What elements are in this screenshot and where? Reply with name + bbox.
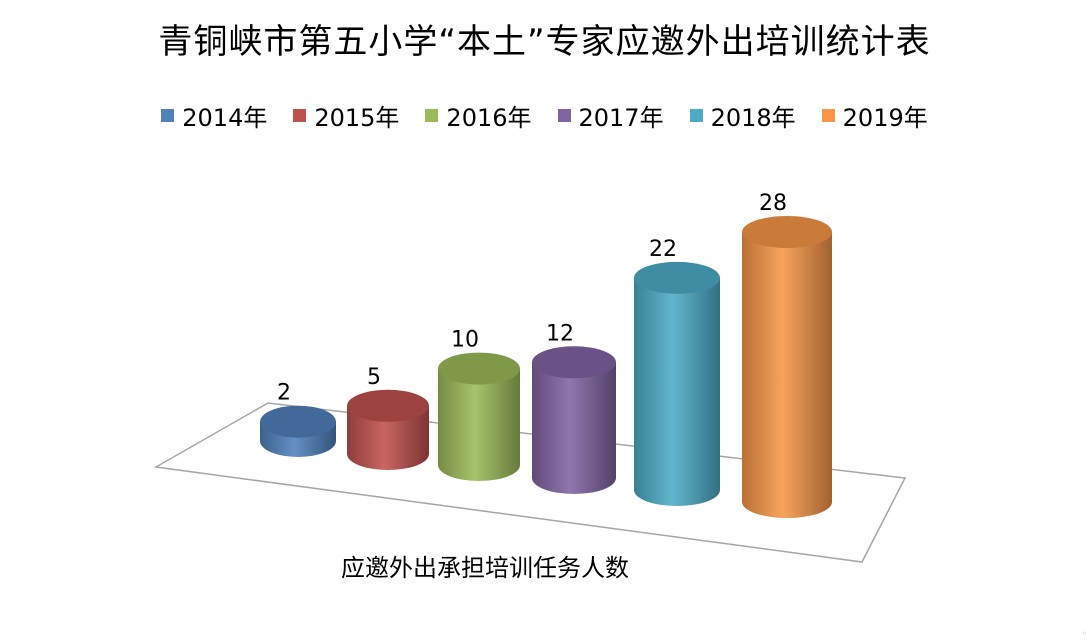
legend-item: 2018年	[689, 98, 796, 133]
data-label: 2	[277, 381, 291, 406]
legend-swatch	[425, 109, 439, 122]
chart-title: 青铜峡市第五小学“本土”专家应邀外出培训统计表	[158, 22, 931, 62]
bar-2	[347, 389, 429, 470]
legend-label: 2017年	[578, 104, 664, 132]
x-axis-label: 应邀外出承担培训任务人数	[341, 554, 629, 582]
bar-top	[634, 261, 720, 294]
bar-body	[532, 362, 616, 494]
bar-body	[634, 277, 720, 506]
bar-top	[260, 405, 336, 438]
data-label: 28	[759, 191, 787, 216]
legend-swatch	[689, 109, 703, 122]
bar-4	[532, 346, 616, 494]
bar-top	[347, 389, 429, 422]
bar-top	[438, 352, 520, 385]
legend-label: 2018年	[710, 104, 796, 132]
bar-3	[438, 352, 520, 481]
legend-label: 2019年	[842, 104, 928, 132]
legend-item: 2014年	[161, 98, 267, 133]
bar-body	[742, 232, 832, 518]
bar-5	[634, 261, 720, 506]
legend-item: 2019年	[821, 98, 928, 133]
legend-item: 2016年	[425, 98, 532, 133]
legend-label: 2014年	[182, 104, 268, 132]
legend-label: 2016年	[446, 104, 532, 132]
legend: 2014年 2015年 2016年 2017年 2018年 2019年	[0, 98, 1089, 133]
data-label: 22	[649, 237, 677, 262]
bar-6	[742, 216, 832, 518]
legend-label: 2015年	[314, 104, 400, 132]
data-label: 5	[367, 365, 381, 390]
data-label: 12	[546, 321, 574, 346]
legend-item: 2017年	[557, 98, 664, 133]
legend-item: 2015年	[293, 98, 399, 133]
legend-swatch	[557, 109, 571, 122]
legend-swatch	[293, 109, 307, 122]
legend-swatch	[821, 109, 835, 122]
bars-group	[260, 216, 832, 518]
bar-1	[260, 405, 336, 457]
legend-swatch	[161, 109, 175, 122]
data-label: 10	[451, 328, 479, 353]
bar-body	[347, 405, 429, 470]
bar-top	[742, 216, 832, 248]
bar-body	[438, 368, 520, 481]
bar-top	[532, 346, 616, 379]
data-labels-group: 2 5 10 12 22 28	[277, 191, 787, 406]
corner-mark: ◦	[1082, 629, 1087, 638]
